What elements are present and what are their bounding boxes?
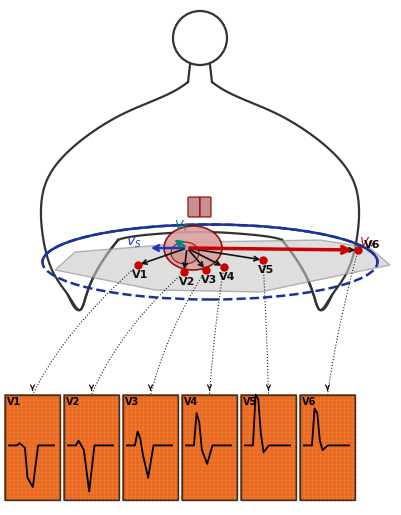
Ellipse shape: [164, 226, 222, 270]
Bar: [64, 395, 119, 500]
Text: V1: V1: [7, 397, 21, 407]
Text: V3: V3: [201, 275, 217, 285]
Bar: [241, 395, 296, 500]
Text: $V_S$: $V_S$: [126, 235, 142, 250]
Bar: [241, 395, 296, 500]
FancyBboxPatch shape: [188, 197, 200, 217]
Bar: [182, 395, 237, 500]
Bar: [5, 395, 60, 500]
Ellipse shape: [171, 242, 199, 264]
Text: V2: V2: [179, 277, 195, 287]
Text: $V_M$: $V_M$: [359, 236, 377, 251]
Text: V2: V2: [66, 397, 80, 407]
Bar: [182, 395, 237, 500]
Text: V1: V1: [132, 270, 148, 280]
Text: $V_T$: $V_T$: [174, 219, 190, 234]
Bar: [300, 395, 355, 500]
Bar: [123, 395, 178, 500]
Polygon shape: [55, 240, 390, 292]
Text: V6: V6: [364, 240, 381, 250]
Bar: [300, 395, 355, 500]
Text: V6: V6: [302, 397, 316, 407]
Text: V5: V5: [243, 397, 257, 407]
Text: V4: V4: [184, 397, 198, 407]
Bar: [5, 395, 60, 500]
FancyBboxPatch shape: [200, 197, 211, 217]
Text: V3: V3: [125, 397, 139, 407]
Bar: [64, 395, 119, 500]
Bar: [123, 395, 178, 500]
Text: V4: V4: [219, 272, 235, 282]
Text: V5: V5: [258, 265, 274, 275]
